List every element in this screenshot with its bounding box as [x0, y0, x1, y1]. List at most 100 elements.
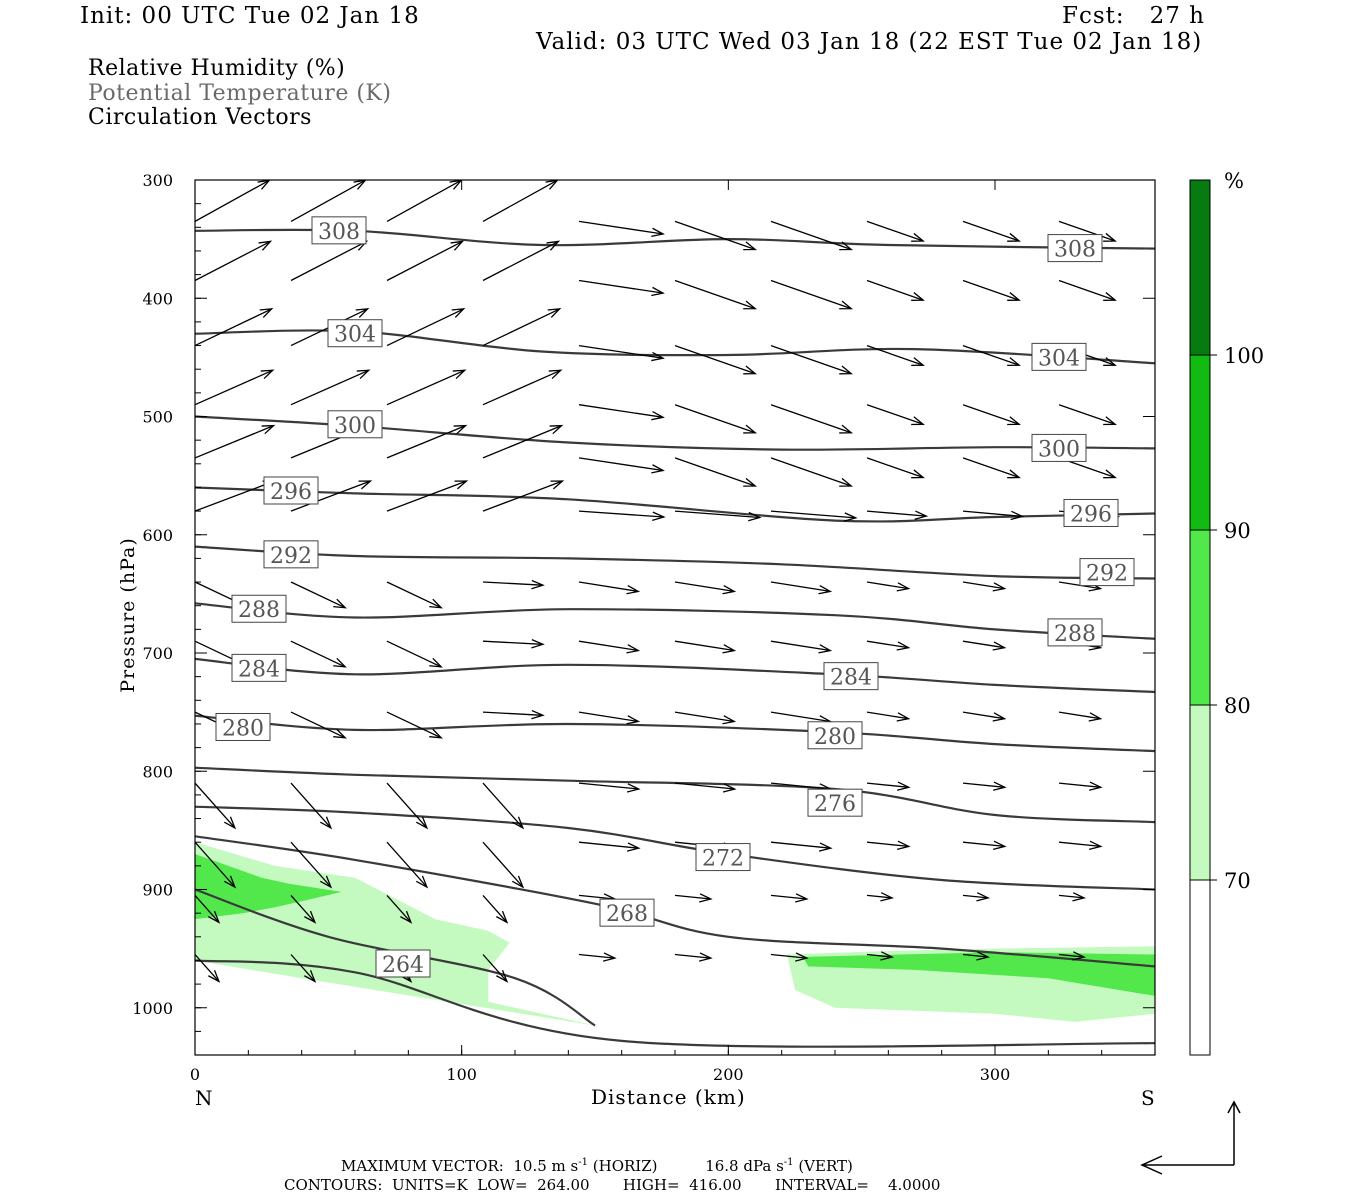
- circulation-vector: [386, 308, 466, 347]
- rh-shading-layer: [195, 842, 1155, 1026]
- circulation-vector: [290, 581, 347, 609]
- circulation-vector: [674, 711, 737, 725]
- max-vector-label: MAXIMUM VECTOR:: [341, 1157, 504, 1175]
- circulation-vector: [962, 781, 1007, 791]
- horiz-exp: -1: [578, 1157, 588, 1168]
- circulation-vector: [290, 782, 333, 830]
- circulation-vector: [866, 892, 894, 902]
- circulation-vector: [866, 781, 911, 791]
- circulation-vector: [290, 180, 367, 222]
- circulation-vector: [770, 581, 833, 595]
- circulation-vector: [962, 951, 990, 961]
- circulation-vector: [195, 369, 275, 406]
- circulation-vector: [866, 457, 925, 479]
- circulation-vector: [482, 424, 564, 459]
- circulation-vector: [674, 581, 737, 595]
- circulation-vector: [195, 782, 237, 830]
- colorbar-segment-3: [1189, 704, 1211, 881]
- theta-contour-288: [195, 602, 1155, 640]
- svg-text:300: 300: [334, 414, 376, 439]
- contour-label-304-0: 304: [327, 319, 383, 348]
- circulation-vector: [578, 344, 665, 362]
- rh-region-70-80-0: [195, 842, 595, 1026]
- max-vector-line: MAXIMUM VECTOR: 10.5 m s-1 (HORIZ) 16.8 …: [341, 1157, 853, 1175]
- svg-text:296: 296: [1070, 502, 1112, 527]
- contour-label-284-0: 284: [231, 653, 287, 682]
- axes-layer: 0 100 200 300 300 400 500 600 700 800 900 1000: [132, 171, 1156, 1084]
- circulation-vector: [1058, 951, 1086, 961]
- circulation-vector: [290, 894, 317, 924]
- y-tick-label: 600: [142, 526, 173, 545]
- theta-contour-268: [195, 835, 1155, 968]
- svg-text:292: 292: [1086, 562, 1128, 587]
- valid-time: Valid: 03 UTC Wed 03 Jan 18 (22 EST Tue …: [536, 29, 1203, 55]
- circulation-vector: [770, 640, 833, 654]
- circulation-vector: [770, 279, 854, 310]
- circulation-vector: [482, 639, 545, 649]
- circulation-vector: [962, 892, 990, 902]
- theta-contour-284: [195, 657, 1155, 694]
- circulation-vector: [962, 344, 1021, 367]
- vert-unit: (VERT): [793, 1157, 853, 1175]
- y-tick-label: 900: [142, 881, 173, 900]
- circulation-vector: [386, 711, 443, 739]
- circulation-vector: [290, 369, 371, 406]
- circulation-vector: [578, 510, 666, 521]
- circulation-vector: [195, 424, 276, 459]
- circulation-vector: [866, 581, 911, 592]
- init-time: Init: 00 UTC Tue 02 Jan 18: [80, 3, 420, 29]
- contour-label-264-0: 264: [375, 949, 431, 978]
- circulation-vector: [482, 709, 545, 720]
- x-tick-label: 100: [446, 1065, 477, 1084]
- circulation-vector: [866, 404, 925, 426]
- circulation-vector: [290, 640, 347, 668]
- circulation-vector: [674, 510, 762, 522]
- vector-layer: [195, 180, 1121, 983]
- svg-text:288: 288: [238, 598, 280, 623]
- colorbar-label: 90: [1224, 519, 1251, 543]
- circulation-vector: [578, 640, 641, 654]
- svg-text:276: 276: [814, 792, 856, 817]
- theta-contour-296: [195, 486, 1155, 523]
- circulation-vector: [386, 841, 429, 889]
- circulation-vector: [195, 841, 237, 889]
- circulation-vector: [866, 711, 911, 722]
- circulation-vector: [386, 240, 465, 282]
- circulation-vector: [578, 279, 665, 297]
- circulation-vector: [195, 308, 274, 347]
- circulation-vector: [866, 220, 925, 242]
- contour-label-280-1: 280: [807, 721, 863, 750]
- contour-label-288-0: 288: [231, 594, 287, 623]
- svg-text:292: 292: [270, 544, 312, 569]
- circulation-vector: [962, 404, 1021, 426]
- x-axis-title: Distance (km): [591, 1085, 746, 1109]
- circulation-vector: [195, 180, 271, 222]
- contour-label-300-0: 300: [327, 410, 383, 439]
- svg-text:288: 288: [1054, 622, 1096, 647]
- circulation-vector: [290, 240, 369, 282]
- circulation-vector: [1058, 840, 1103, 850]
- circulation-vector: [1058, 220, 1117, 242]
- contour-label-296-1: 296: [1063, 498, 1119, 527]
- reference-vector-icon: [1140, 1100, 1241, 1175]
- circulation-vector: [866, 279, 925, 301]
- circulation-vector: [386, 640, 443, 668]
- circulation-vector: [1058, 279, 1117, 301]
- circulation-vector: [195, 240, 273, 282]
- horiz-unit: (HORIZ): [588, 1157, 658, 1175]
- contour-label-300-1: 300: [1031, 433, 1087, 462]
- circulation-vector: [482, 954, 509, 983]
- svg-text:284: 284: [830, 666, 872, 691]
- circulation-vector: [1058, 711, 1103, 722]
- circulation-vector: [290, 711, 347, 739]
- circulation-vector: [962, 581, 1007, 592]
- circulation-vector: [482, 894, 509, 924]
- south-label: S: [1141, 1086, 1155, 1110]
- colorbar-segment-1: [1189, 354, 1211, 531]
- theta-contour-ground: [195, 959, 1155, 1048]
- contour-label-layer: 308 308 304 304 300 300 296 296 292 292 288 288 284 2…: [215, 216, 1135, 978]
- circulation-vector: [386, 581, 443, 609]
- colorbar-label: 100: [1224, 344, 1264, 368]
- y-tick-label: 800: [142, 762, 173, 781]
- y-tick-label: 500: [142, 408, 173, 427]
